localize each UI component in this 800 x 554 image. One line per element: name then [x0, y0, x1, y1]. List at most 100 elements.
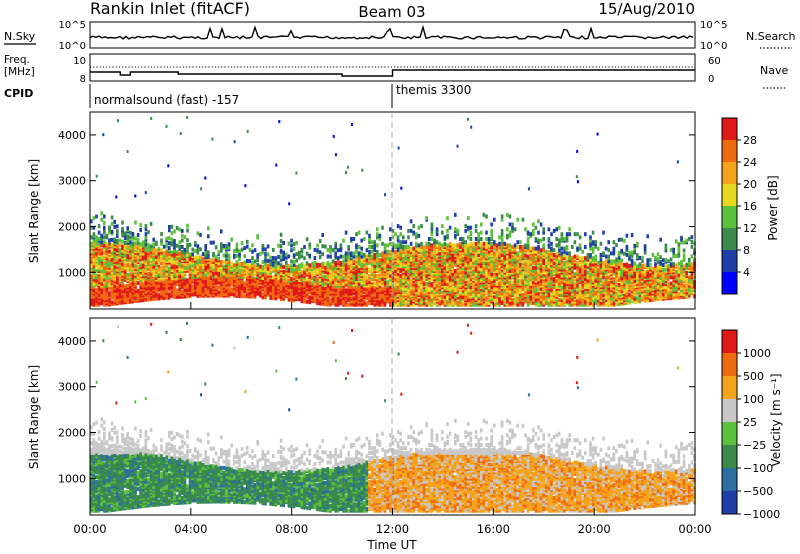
power-cell — [383, 246, 387, 251]
power-cell — [134, 220, 137, 225]
power-cell — [129, 262, 132, 267]
power-cell — [344, 262, 348, 267]
power-cell — [212, 251, 215, 256]
power-cell — [394, 243, 397, 248]
power-cell — [389, 237, 392, 241]
power-cell — [139, 223, 142, 228]
power-cell — [417, 254, 421, 259]
power-cell — [272, 248, 275, 252]
power-cell — [428, 241, 431, 246]
power-cell — [378, 233, 382, 238]
power-cell — [303, 245, 306, 249]
power-cell — [409, 219, 413, 224]
power-cell — [188, 260, 192, 265]
power-cell — [253, 259, 257, 264]
power-cell — [420, 253, 423, 257]
power-cell — [173, 245, 176, 250]
power-cell — [441, 243, 444, 248]
power-cell — [329, 254, 332, 259]
power-cell — [443, 253, 447, 257]
freq-panel: Freq. [MHz] 10 8 60 0 Nave — [4, 53, 788, 89]
power-cell — [136, 265, 140, 269]
power-cell — [100, 240, 103, 245]
power-cell — [162, 251, 166, 256]
power-cell — [269, 255, 272, 260]
power-cell — [149, 295, 153, 300]
power-cell — [222, 277, 226, 282]
power-cell — [417, 269, 421, 273]
power-cell — [469, 237, 473, 241]
power-cell — [214, 264, 218, 269]
power-cell — [324, 275, 327, 279]
power-cell — [217, 266, 220, 271]
power-cell — [97, 249, 101, 254]
power-cell — [225, 243, 228, 248]
power-cell — [456, 301, 460, 306]
power-cell — [95, 297, 98, 302]
power-cell — [480, 222, 483, 227]
power-cell — [303, 281, 306, 286]
power-cell — [381, 241, 384, 246]
power-cell — [363, 297, 366, 302]
power-cell — [396, 243, 400, 248]
power-cell — [188, 263, 192, 268]
power-cell — [269, 284, 272, 289]
power-cell — [472, 293, 475, 298]
power-cell — [170, 260, 174, 265]
power-cell — [188, 283, 192, 287]
power-cell — [181, 264, 184, 269]
power-cell — [513, 243, 517, 248]
power-cell — [155, 240, 158, 245]
power-cell — [282, 253, 285, 258]
power-cell — [118, 248, 122, 253]
power-cell — [303, 256, 306, 261]
power-cell — [472, 241, 475, 246]
power-cell — [365, 230, 369, 235]
power-cell — [126, 255, 129, 260]
power-cell — [381, 277, 384, 282]
power-cell — [186, 249, 189, 254]
power-cell — [368, 245, 371, 249]
power-cell — [261, 272, 265, 277]
power-cell — [461, 248, 465, 253]
power-cell — [103, 228, 106, 233]
power-cell — [110, 265, 114, 270]
power-cell — [152, 279, 155, 284]
power-cell — [386, 299, 389, 304]
power-cell — [422, 281, 426, 286]
power-cell — [378, 237, 382, 241]
power-cell — [243, 254, 246, 259]
power-cell — [391, 235, 395, 240]
power-cell — [121, 279, 124, 284]
power-cell — [360, 251, 363, 256]
power-cell — [201, 274, 205, 279]
power-cell — [477, 283, 480, 288]
power-cell — [103, 243, 106, 248]
power-cell — [181, 253, 184, 257]
power-cell — [363, 294, 366, 299]
power-cell — [331, 275, 335, 280]
power-cell — [121, 286, 124, 291]
power-cell — [441, 278, 444, 283]
power-cell — [220, 229, 223, 234]
power-cell — [451, 275, 454, 280]
power-cell — [123, 231, 127, 236]
power-cell — [454, 259, 457, 264]
power-cell — [240, 279, 244, 284]
power-cell — [292, 253, 296, 258]
power-cell — [352, 296, 356, 301]
power-cell — [207, 264, 210, 269]
power-cell — [123, 284, 127, 289]
power-cell — [261, 264, 265, 269]
power-cell — [474, 224, 478, 229]
power-cell — [134, 295, 137, 300]
power-cell — [467, 288, 470, 293]
power-cell — [243, 294, 246, 299]
power-cell — [290, 277, 293, 282]
power-cell — [272, 292, 275, 297]
power-cell — [381, 269, 384, 273]
power-cell — [121, 226, 124, 231]
power-cell — [480, 270, 483, 275]
power-cell — [443, 235, 447, 240]
power-cell — [344, 302, 348, 307]
